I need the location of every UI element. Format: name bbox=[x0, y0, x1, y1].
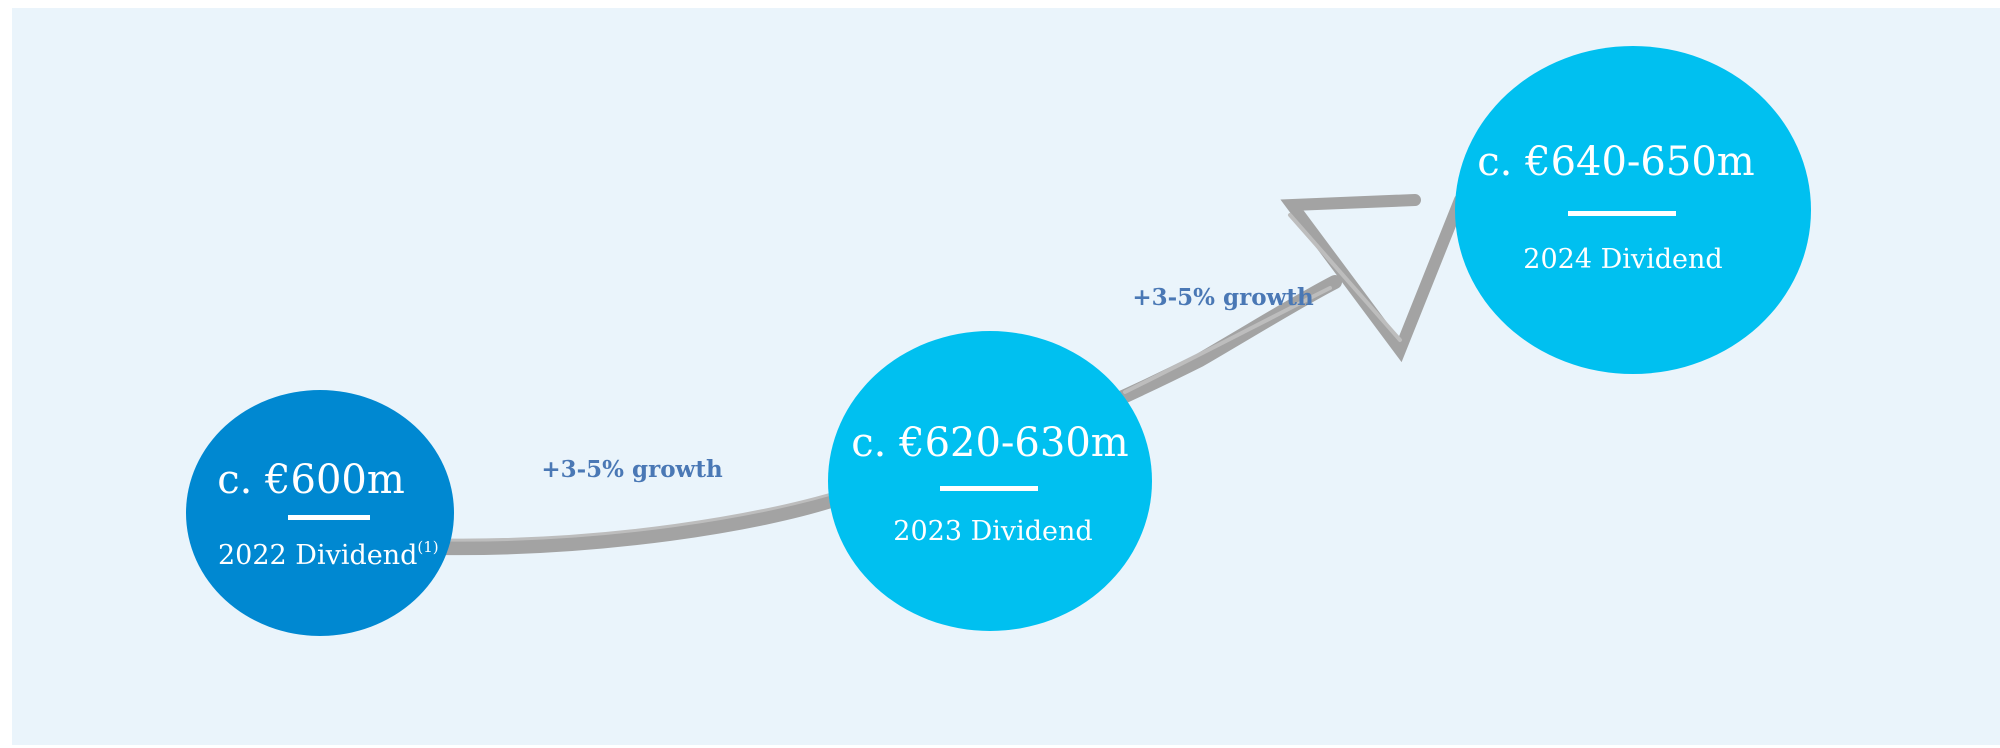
divider bbox=[1568, 211, 1676, 216]
node-value: c. €620-630m bbox=[851, 420, 1128, 466]
growth-label: +3-5% growth bbox=[541, 456, 723, 483]
footnote-mark: (1) bbox=[417, 538, 438, 556]
node-label: 2022 Dividend(1) bbox=[218, 538, 439, 571]
node-label-text: 2022 Dividend bbox=[218, 540, 417, 571]
node-value: c. €600m bbox=[217, 457, 405, 503]
node-circle bbox=[1455, 46, 1811, 374]
node-label: 2024 Dividend bbox=[1523, 244, 1722, 275]
node-circle bbox=[828, 331, 1152, 631]
divider bbox=[940, 486, 1038, 491]
node-value: c. €640-650m bbox=[1477, 139, 1754, 185]
growth-label: +3-5% growth bbox=[1132, 284, 1314, 311]
node-label: 2023 Dividend bbox=[893, 516, 1092, 547]
divider bbox=[288, 515, 370, 520]
node-circle bbox=[186, 390, 454, 636]
